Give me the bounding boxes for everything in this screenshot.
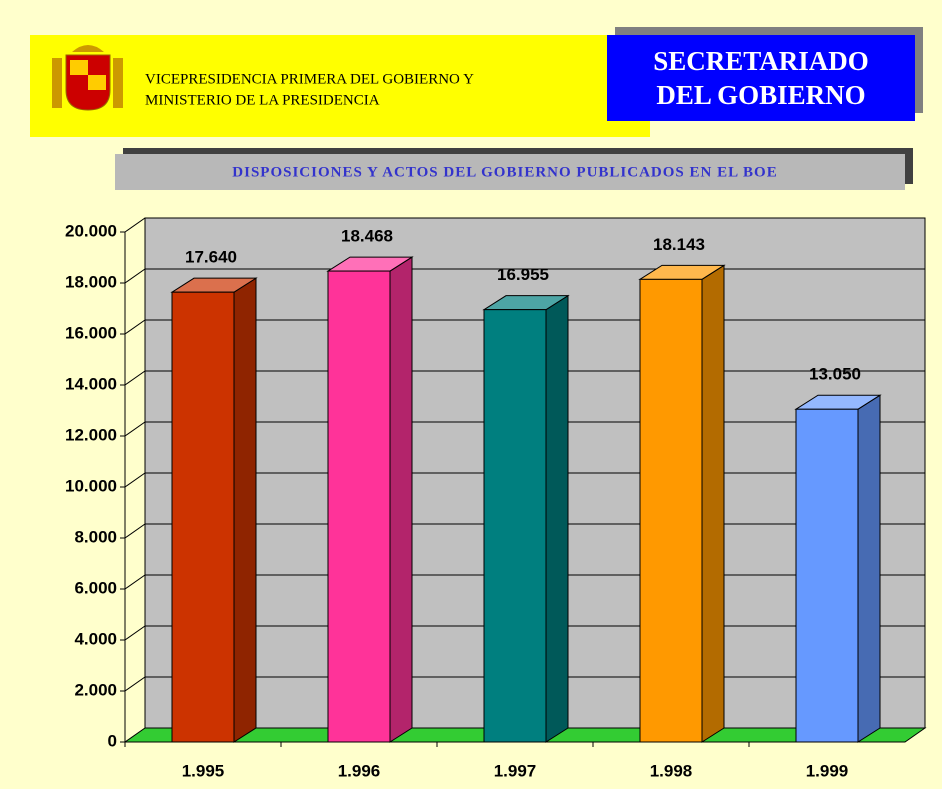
x-tick-label: 1.995 [182, 761, 225, 780]
bar [795, 408, 859, 743]
ministry-line: VICEPRESIDENCIA PRIMERA DEL GOBIERNO Y [145, 71, 474, 87]
value-label: 18.468 [341, 227, 393, 246]
bar [171, 291, 235, 743]
x-tick-label: 1.999 [806, 761, 849, 780]
ministry-line: MINISTERIO DE LA PRESIDENCIA [145, 92, 380, 108]
x-tick-label: 1.996 [338, 761, 381, 780]
header-band [30, 35, 650, 137]
value-label: 16.955 [497, 265, 549, 284]
secretariat-box [607, 35, 915, 121]
bar-side [233, 277, 257, 743]
y-tick-label: 20.000 [65, 221, 117, 240]
y-tick-label: 0 [108, 731, 117, 750]
value-label: 13.050 [809, 365, 861, 384]
emblem [52, 45, 123, 111]
y-tick-label: 18.000 [65, 272, 117, 291]
secretariat-line: SECRETARIADO [653, 46, 869, 76]
y-tick-label: 16.000 [65, 323, 117, 342]
bar [327, 270, 391, 743]
bar [483, 309, 547, 743]
y-tick-label: 10.000 [65, 476, 117, 495]
value-label: 17.640 [185, 248, 237, 267]
y-tick-label: 12.000 [65, 425, 117, 444]
y-tick-label: 2.000 [74, 680, 117, 699]
chart-title: DISPOSICIONES Y ACTOS DEL GOBIERNO PUBLI… [232, 164, 777, 180]
y-tick-label: 8.000 [74, 527, 117, 546]
bar-side [857, 394, 881, 743]
secretariat-line: DEL GOBIERNO [656, 80, 865, 110]
bar-side [389, 256, 413, 743]
bar [639, 278, 703, 743]
plot: 0 2.000 4.000 6.000 8.000 10.000 12.000 14.000 1… [65, 217, 927, 780]
value-label: 18.143 [653, 235, 705, 254]
bar-side [701, 264, 725, 743]
bar-side [545, 294, 569, 743]
title-bar [115, 154, 905, 190]
y-tick-label: 4.000 [74, 629, 117, 648]
y-tick-label: 14.000 [65, 374, 117, 393]
grid-line [124, 217, 925, 233]
x-tick-label: 1.997 [494, 761, 537, 780]
x-tick-label: 1.998 [650, 761, 693, 780]
y-tick-label: 6.000 [74, 578, 117, 597]
